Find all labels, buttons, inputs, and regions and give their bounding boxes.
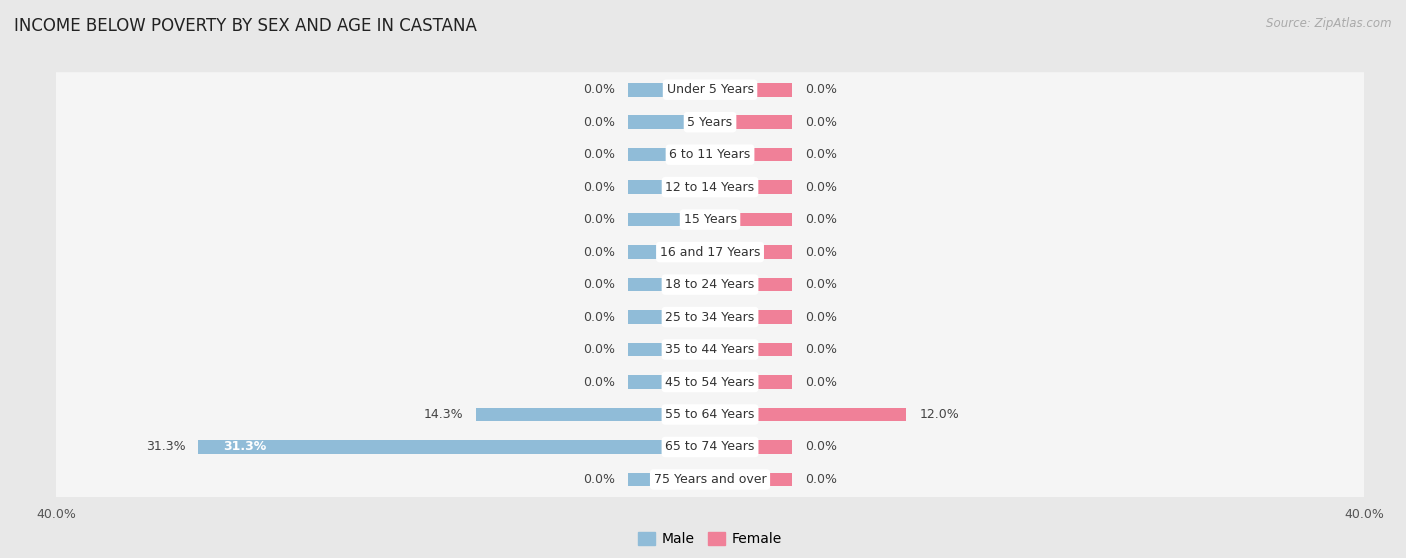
Text: 0.0%: 0.0%	[583, 181, 616, 194]
FancyBboxPatch shape	[53, 364, 1367, 400]
Text: 55 to 64 Years: 55 to 64 Years	[665, 408, 755, 421]
Text: 0.0%: 0.0%	[804, 116, 837, 129]
Bar	[710, 83, 792, 97]
FancyBboxPatch shape	[53, 170, 1367, 205]
Text: 18 to 24 Years: 18 to 24 Years	[665, 278, 755, 291]
Bar	[198, 440, 710, 454]
FancyBboxPatch shape	[53, 72, 1367, 107]
FancyBboxPatch shape	[53, 300, 1367, 335]
Bar	[710, 310, 792, 324]
Text: 12 to 14 Years: 12 to 14 Years	[665, 181, 755, 194]
FancyBboxPatch shape	[53, 105, 1367, 140]
Text: 6 to 11 Years: 6 to 11 Years	[669, 148, 751, 161]
Text: 31.3%: 31.3%	[224, 440, 266, 454]
Bar	[628, 148, 710, 161]
Bar	[628, 278, 710, 291]
Text: 0.0%: 0.0%	[804, 148, 837, 161]
Bar	[628, 83, 710, 97]
Text: 65 to 74 Years: 65 to 74 Years	[665, 440, 755, 454]
Text: 35 to 44 Years: 35 to 44 Years	[665, 343, 755, 356]
Text: 0.0%: 0.0%	[583, 473, 616, 486]
Bar	[710, 343, 792, 357]
Text: 0.0%: 0.0%	[583, 278, 616, 291]
Bar	[710, 408, 905, 421]
Text: Under 5 Years: Under 5 Years	[666, 83, 754, 96]
Text: 0.0%: 0.0%	[583, 343, 616, 356]
Bar	[628, 375, 710, 389]
Text: Source: ZipAtlas.com: Source: ZipAtlas.com	[1267, 17, 1392, 30]
Text: 14.3%: 14.3%	[423, 408, 463, 421]
Text: 0.0%: 0.0%	[583, 376, 616, 388]
Bar	[710, 473, 792, 486]
Text: 0.0%: 0.0%	[804, 440, 837, 454]
Text: 31.3%: 31.3%	[146, 440, 186, 454]
Bar	[710, 180, 792, 194]
Text: 0.0%: 0.0%	[804, 213, 837, 226]
Text: 15 Years: 15 Years	[683, 213, 737, 226]
Text: 16 and 17 Years: 16 and 17 Years	[659, 246, 761, 258]
Text: 0.0%: 0.0%	[804, 473, 837, 486]
Text: 0.0%: 0.0%	[804, 311, 837, 324]
Text: 0.0%: 0.0%	[804, 246, 837, 258]
FancyBboxPatch shape	[53, 234, 1367, 270]
Text: 0.0%: 0.0%	[804, 343, 837, 356]
Bar	[628, 180, 710, 194]
Text: 0.0%: 0.0%	[583, 148, 616, 161]
Bar	[628, 310, 710, 324]
Bar	[710, 278, 792, 291]
Bar	[710, 213, 792, 227]
Text: 25 to 34 Years: 25 to 34 Years	[665, 311, 755, 324]
Text: INCOME BELOW POVERTY BY SEX AND AGE IN CASTANA: INCOME BELOW POVERTY BY SEX AND AGE IN C…	[14, 17, 477, 35]
Text: 0.0%: 0.0%	[583, 246, 616, 258]
Text: 0.0%: 0.0%	[583, 311, 616, 324]
FancyBboxPatch shape	[53, 332, 1367, 367]
FancyBboxPatch shape	[53, 397, 1367, 432]
Text: 0.0%: 0.0%	[804, 278, 837, 291]
FancyBboxPatch shape	[53, 462, 1367, 497]
Bar	[628, 473, 710, 486]
FancyBboxPatch shape	[53, 267, 1367, 302]
Text: 45 to 54 Years: 45 to 54 Years	[665, 376, 755, 388]
Bar	[628, 213, 710, 227]
Text: 12.0%: 12.0%	[920, 408, 959, 421]
Bar	[710, 375, 792, 389]
Bar	[710, 246, 792, 259]
FancyBboxPatch shape	[53, 202, 1367, 237]
Bar	[710, 148, 792, 161]
Text: 0.0%: 0.0%	[804, 83, 837, 96]
Text: 0.0%: 0.0%	[583, 116, 616, 129]
Bar	[477, 408, 710, 421]
Bar	[628, 246, 710, 259]
Text: 0.0%: 0.0%	[583, 213, 616, 226]
Bar	[628, 116, 710, 129]
Legend: Male, Female: Male, Female	[633, 527, 787, 552]
Text: 5 Years: 5 Years	[688, 116, 733, 129]
Bar	[628, 343, 710, 357]
Text: 0.0%: 0.0%	[804, 181, 837, 194]
FancyBboxPatch shape	[53, 430, 1367, 464]
FancyBboxPatch shape	[53, 137, 1367, 172]
Text: 0.0%: 0.0%	[804, 376, 837, 388]
Bar	[710, 440, 792, 454]
Bar	[710, 116, 792, 129]
Text: 75 Years and over: 75 Years and over	[654, 473, 766, 486]
Text: 0.0%: 0.0%	[583, 83, 616, 96]
